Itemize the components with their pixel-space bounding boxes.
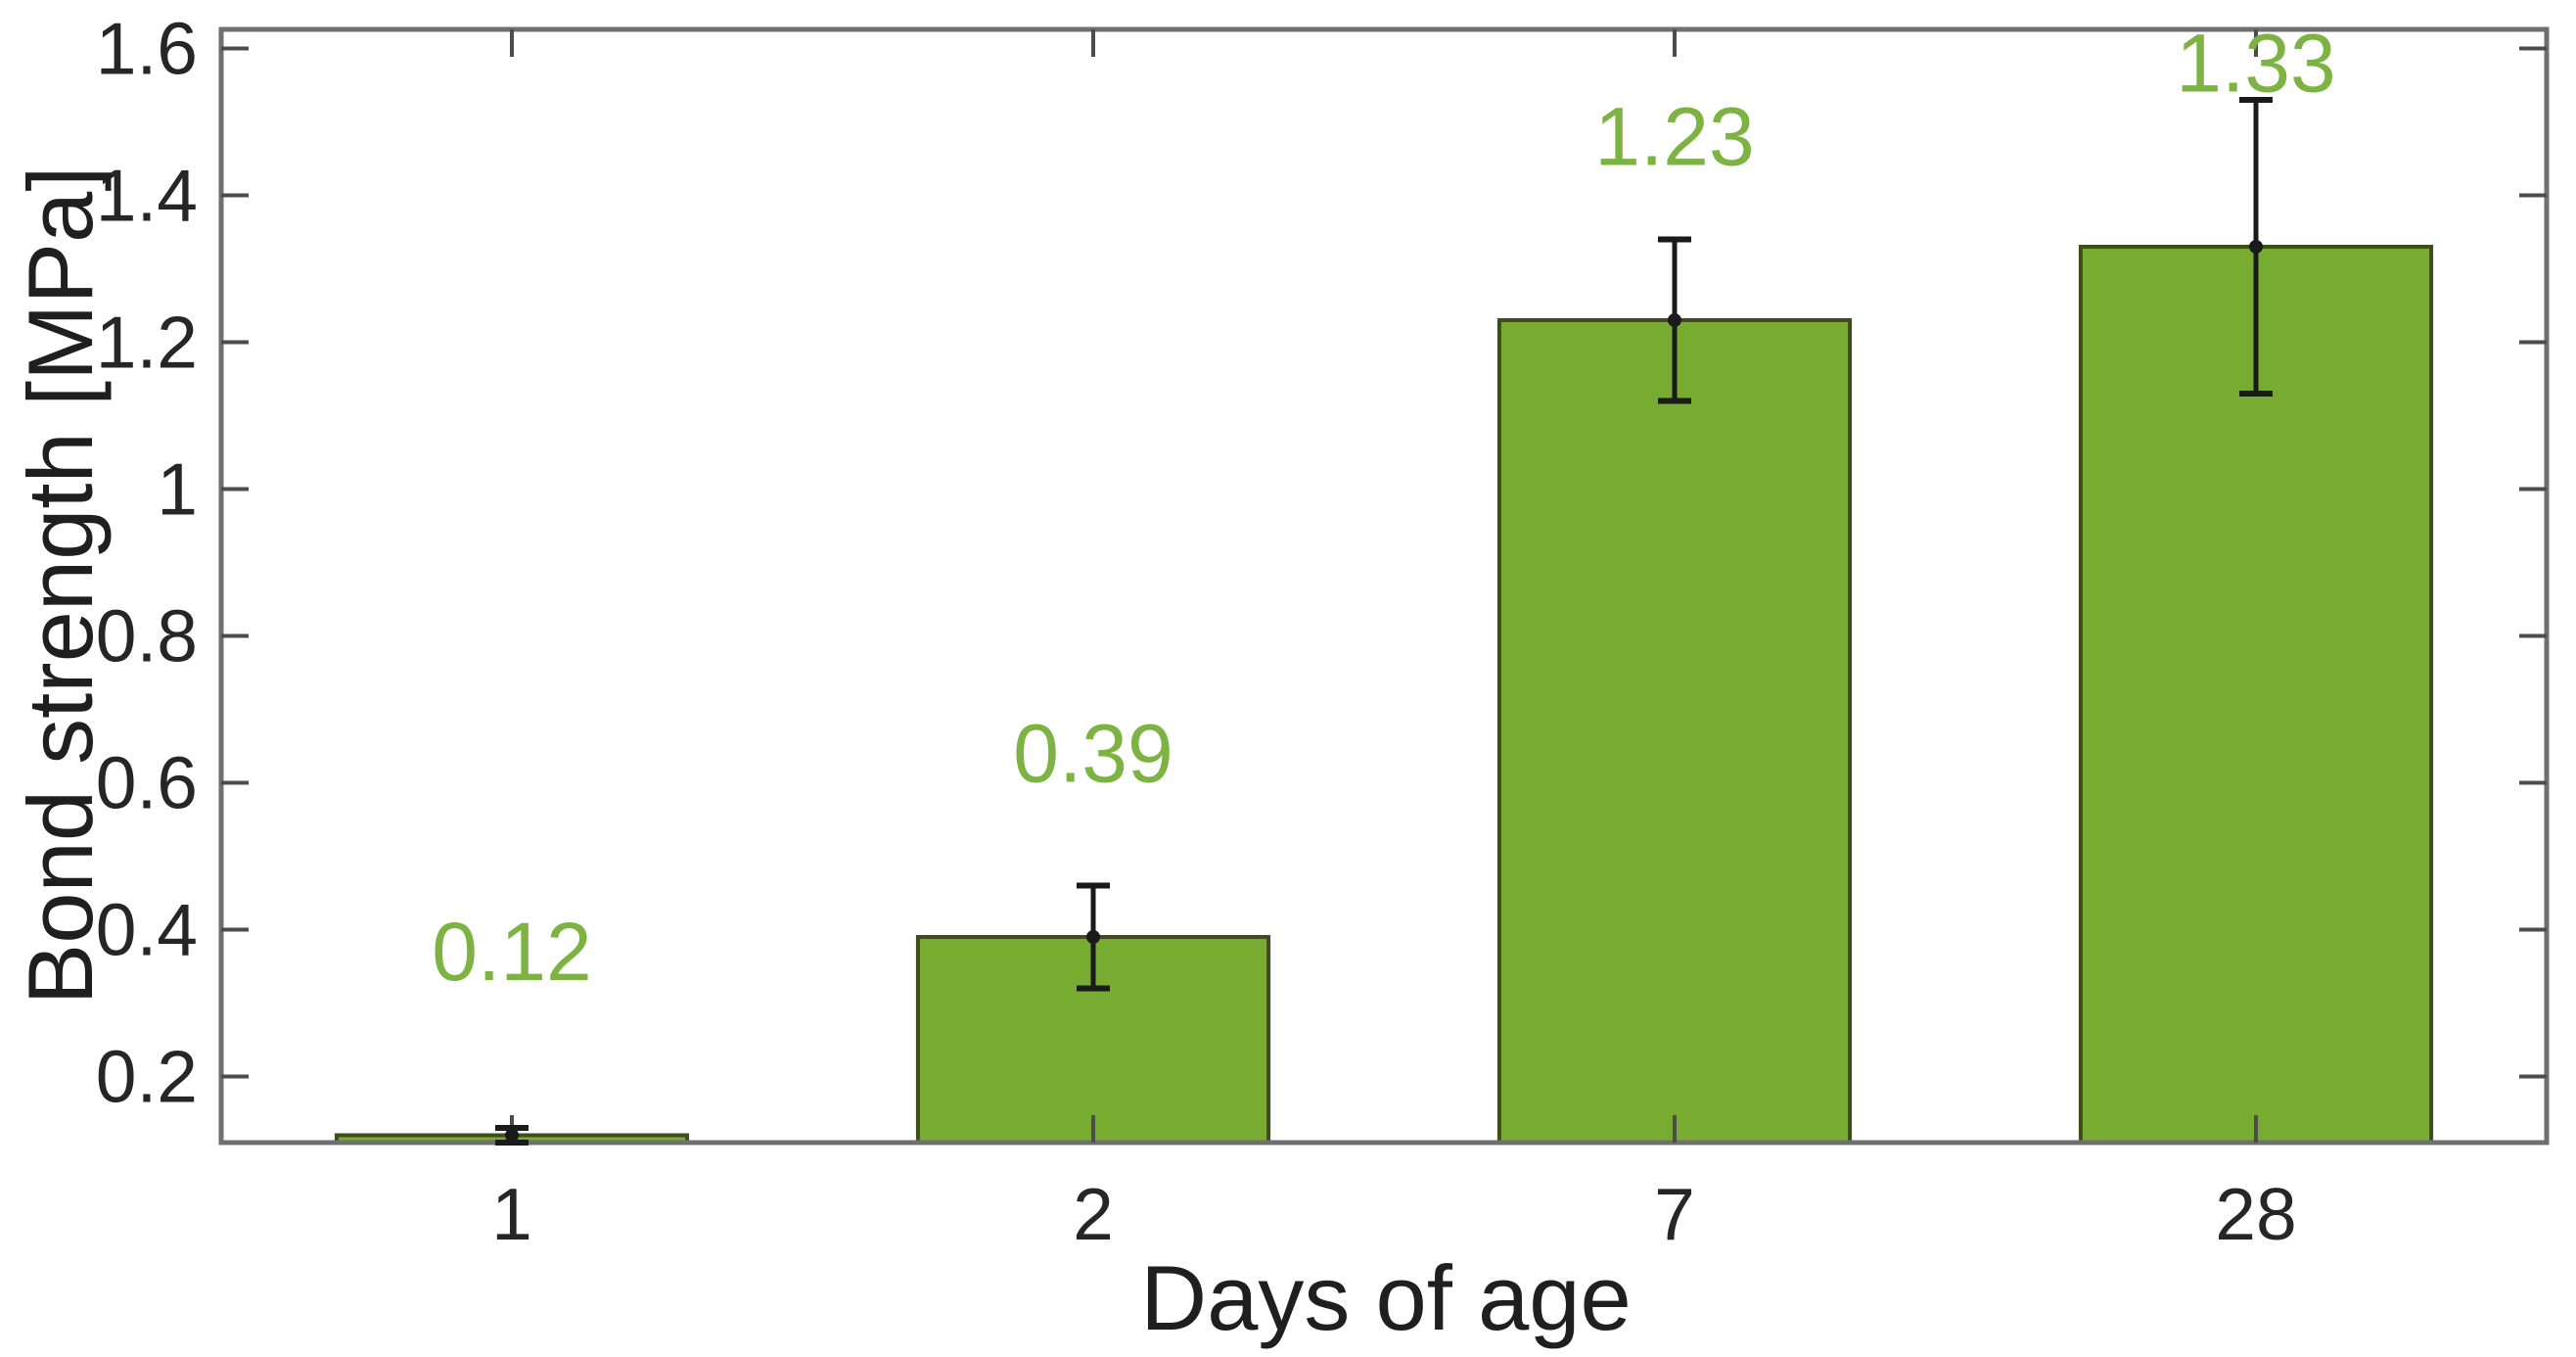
x-tick-label: 7 (1654, 1173, 1695, 1255)
error-bar-marker (505, 1128, 519, 1143)
bar-day-7 (1496, 318, 1853, 1145)
bar-value-label: 1.33 (2176, 18, 2336, 110)
x-tick-label: 28 (2215, 1173, 2296, 1255)
bar-value-label: 0.12 (432, 906, 592, 998)
y-tick-label: 1.4 (96, 155, 198, 237)
bar-value-label: 1.23 (1594, 91, 1755, 183)
y-tick-label: 0.8 (96, 595, 198, 678)
y-tick-label: 1 (157, 448, 198, 531)
plot-frame (218, 26, 2550, 1146)
error-bar-marker (1668, 313, 1681, 327)
y-tick-label: 0.6 (96, 742, 198, 824)
y-tick-label: 0.2 (96, 1036, 198, 1118)
error-bar-marker (1086, 930, 1100, 944)
y-tick-label: 0.4 (96, 889, 198, 971)
error-bar-marker (2249, 240, 2263, 254)
bar-value-label: 0.39 (1013, 708, 1173, 800)
x-tick-label: 1 (491, 1173, 532, 1255)
x-tick-label: 2 (1073, 1173, 1114, 1255)
x-axis-title: Days of age (1140, 1246, 1632, 1349)
y-tick-label: 1.6 (96, 8, 198, 90)
y-axis-title: Bond strength [MPa] (9, 165, 112, 1006)
y-tick-label: 1.2 (96, 302, 198, 384)
